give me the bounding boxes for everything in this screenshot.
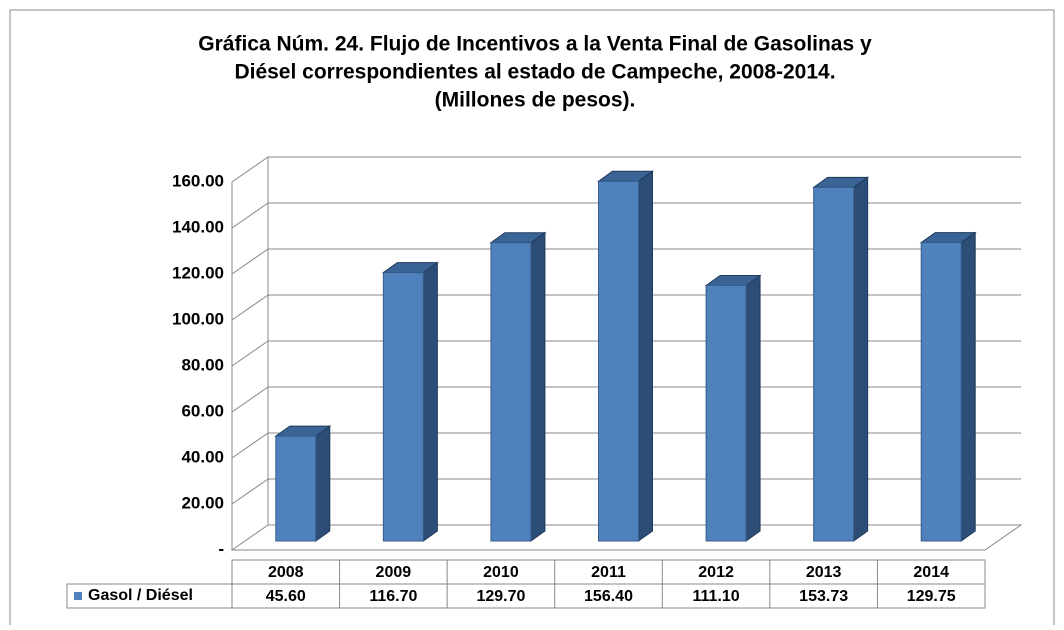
grid-line [231, 340, 1021, 367]
x-tick-label: 2013 [806, 564, 842, 581]
x-tick-label: 2008 [268, 564, 304, 581]
y-tick-label: 120.00 [172, 263, 224, 282]
x-tick-label: 2009 [376, 564, 412, 581]
bar-front [813, 186, 855, 542]
x-tick-label: 2014 [913, 564, 949, 581]
grid-line [231, 478, 1021, 505]
table-border [231, 559, 986, 609]
bar-side [745, 274, 761, 542]
bar-side [422, 261, 438, 542]
grid-line [231, 202, 1021, 229]
bar-side [315, 425, 331, 542]
chart-title: Gráfica Núm. 24. Flujo de Incentivos a l… [198, 33, 872, 56]
bar [489, 231, 547, 542]
value-label: 153.73 [799, 588, 848, 605]
bar [704, 274, 762, 542]
grid-line [231, 156, 1021, 183]
x-tick-label: 2010 [483, 564, 519, 581]
bar-side [960, 231, 976, 542]
bar-front [490, 242, 532, 542]
bar-front [382, 272, 424, 542]
bar-front [275, 435, 317, 542]
value-label: 45.60 [266, 588, 306, 605]
value-label: 111.10 [692, 588, 739, 605]
y-tick-label: 100.00 [172, 309, 224, 328]
legend-label: Gasol / Diésel [88, 587, 193, 604]
value-label: 116.70 [369, 588, 417, 605]
bar-side [853, 176, 869, 542]
value-label: 129.70 [476, 588, 525, 605]
bar [274, 425, 332, 542]
value-label: 129.75 [907, 588, 956, 605]
bar-side [530, 231, 546, 542]
bar [596, 170, 655, 542]
bar [812, 176, 870, 542]
y-tick-label: 40.00 [181, 447, 224, 466]
y-tick-label: 160.00 [172, 171, 224, 190]
bar [919, 231, 977, 542]
y-tick-label: 80.00 [181, 355, 224, 374]
y-tick-label: - [218, 539, 224, 558]
bar-front [598, 180, 639, 542]
bar-side [638, 170, 653, 542]
chart-title: Diésel correspondientes al estado de Cam… [234, 61, 835, 84]
bar-front [705, 284, 747, 542]
bar [381, 261, 439, 542]
x-tick-label: 2012 [698, 564, 734, 581]
y-tick-label: 140.00 [172, 217, 224, 236]
x-tick-label: 2011 [591, 564, 626, 581]
value-label: 156.40 [584, 588, 633, 605]
legend-swatch [74, 592, 82, 600]
y-tick-label: 20.00 [181, 493, 224, 512]
y-tick-label: 60.00 [181, 401, 224, 420]
grid-line [231, 432, 1021, 459]
chart-title: (Millones de pesos). [435, 89, 636, 112]
bar-front [920, 242, 962, 542]
grid-line [231, 248, 1021, 275]
grid-line [231, 294, 1021, 321]
grid-line [231, 386, 1021, 413]
